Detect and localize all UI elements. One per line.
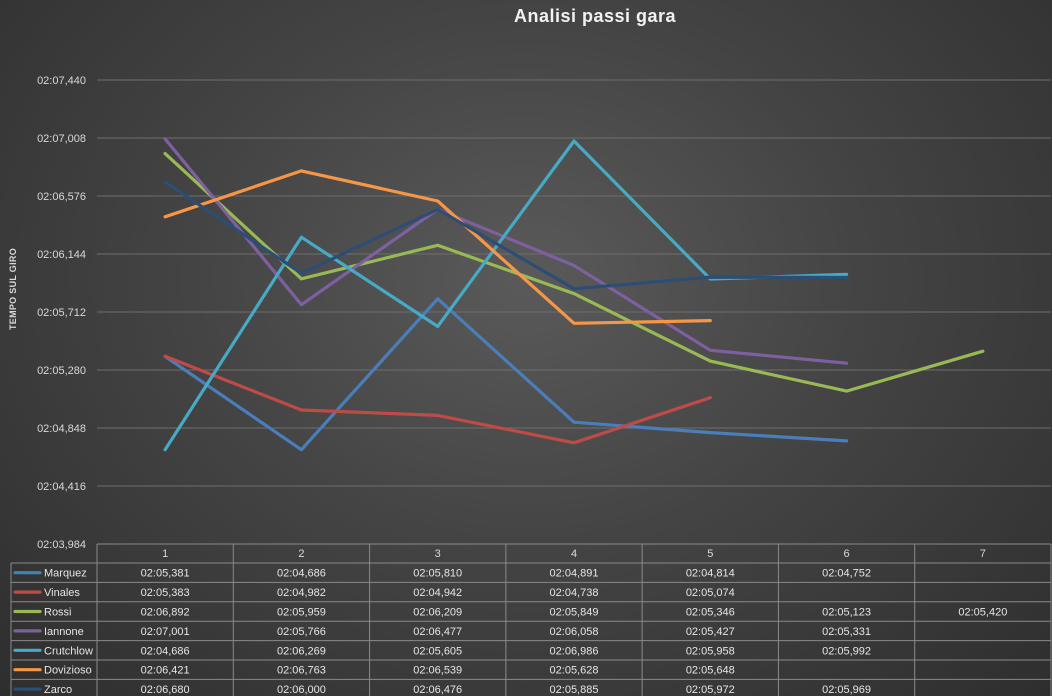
data-label: 02:06,476 (413, 684, 462, 696)
x-tick-label: 4 (571, 548, 577, 560)
data-label: 02:04,891 (550, 568, 599, 580)
x-tick-label: 1 (162, 548, 168, 560)
chart-title: Analisi passi gara (513, 6, 677, 26)
series-line-vinales (163, 354, 712, 445)
data-label: 02:05,959 (277, 607, 326, 619)
series-line-marquez (163, 297, 849, 452)
y-axis-ticks: 02:07,440 02:07,008 02:06,576 02:06,144 02:0… (37, 75, 86, 551)
legend-label: Dovizioso (44, 665, 92, 677)
data-label: 02:05,346 (686, 607, 735, 619)
legend-label: Iannone (44, 626, 84, 638)
y-tick-label: 02:05,712 (37, 307, 86, 319)
data-label: 02:06,680 (141, 684, 190, 696)
data-label: 02:05,810 (413, 568, 462, 580)
series-line-zarco (163, 180, 849, 291)
series-line-crutchlow (163, 139, 849, 452)
data-label: 02:05,849 (550, 607, 599, 619)
y-tick-label: 02:04,848 (37, 423, 86, 435)
data-label: 02:06,763 (277, 665, 326, 677)
data-label: 02:06,000 (277, 684, 326, 696)
data-label: 02:04,686 (141, 645, 190, 657)
series-line-dovizioso (163, 169, 712, 325)
legend-label: Zarco (44, 684, 72, 696)
data-label: 02:04,752 (822, 568, 871, 580)
data-label: 02:05,885 (550, 684, 599, 696)
legend-label: Crutchlow (44, 645, 93, 657)
legend-label: Rossi (44, 607, 72, 619)
data-label: 02:04,738 (550, 587, 599, 599)
y-tick-label: 02:06,576 (37, 191, 86, 203)
y-tick-label: 02:04,416 (37, 481, 86, 493)
data-label: 02:05,972 (686, 684, 735, 696)
series-lines (163, 137, 985, 452)
data-label: 02:04,942 (413, 587, 462, 599)
data-label: 02:05,123 (822, 607, 871, 619)
data-label: 02:05,074 (686, 587, 735, 599)
data-label: 02:05,958 (686, 645, 735, 657)
data-label: 02:05,605 (413, 645, 462, 657)
data-label: 02:06,986 (550, 645, 599, 657)
data-label: 02:06,539 (413, 665, 462, 677)
data-label: 02:05,427 (686, 626, 735, 638)
data-label: 02:06,421 (141, 665, 190, 677)
x-tick-label: 2 (298, 548, 304, 560)
data-label: 02:05,331 (822, 626, 871, 638)
x-tick-label: 6 (844, 548, 850, 560)
y-tick-label: 02:05,280 (37, 365, 86, 377)
legend-label: Vinales (44, 587, 80, 599)
y-tick-label: 02:06,144 (37, 249, 86, 261)
data-label: 02:06,269 (277, 645, 326, 657)
data-label: 02:06,477 (413, 626, 462, 638)
gridlines (97, 79, 1051, 487)
y-tick-label: 02:07,440 (37, 75, 86, 87)
data-label: 02:05,420 (958, 607, 1007, 619)
data-label: 02:05,648 (686, 665, 735, 677)
data-label: 02:05,383 (141, 587, 190, 599)
data-table: 1 2 3 4 5 6 7 Marquez 02:05,381 02:04,686 02:05,81… (10, 543, 1052, 696)
data-label: 02:05,969 (822, 684, 871, 696)
y-tick-label: 02:07,008 (37, 133, 86, 145)
data-label: 02:05,992 (822, 645, 871, 657)
data-label: 02:07,001 (141, 626, 190, 638)
data-label: 02:06,209 (413, 607, 462, 619)
x-tick-label: 5 (707, 548, 713, 560)
legend-label: Marquez (44, 568, 87, 580)
data-label: 02:06,058 (550, 626, 599, 638)
data-label: 02:04,982 (277, 587, 326, 599)
data-label: 02:04,814 (686, 568, 735, 580)
series-line-rossi (163, 152, 985, 393)
y-tick-label: 02:03,984 (37, 539, 86, 551)
x-tick-label: 3 (435, 548, 441, 560)
data-label: 02:05,381 (141, 568, 190, 580)
data-label: 02:05,628 (550, 665, 599, 677)
series-line-iannone (163, 137, 849, 365)
data-label: 02:05,766 (277, 626, 326, 638)
data-label: 02:06,892 (141, 607, 190, 619)
data-label: 02:04,686 (277, 568, 326, 580)
x-tick-label: 7 (980, 548, 986, 560)
